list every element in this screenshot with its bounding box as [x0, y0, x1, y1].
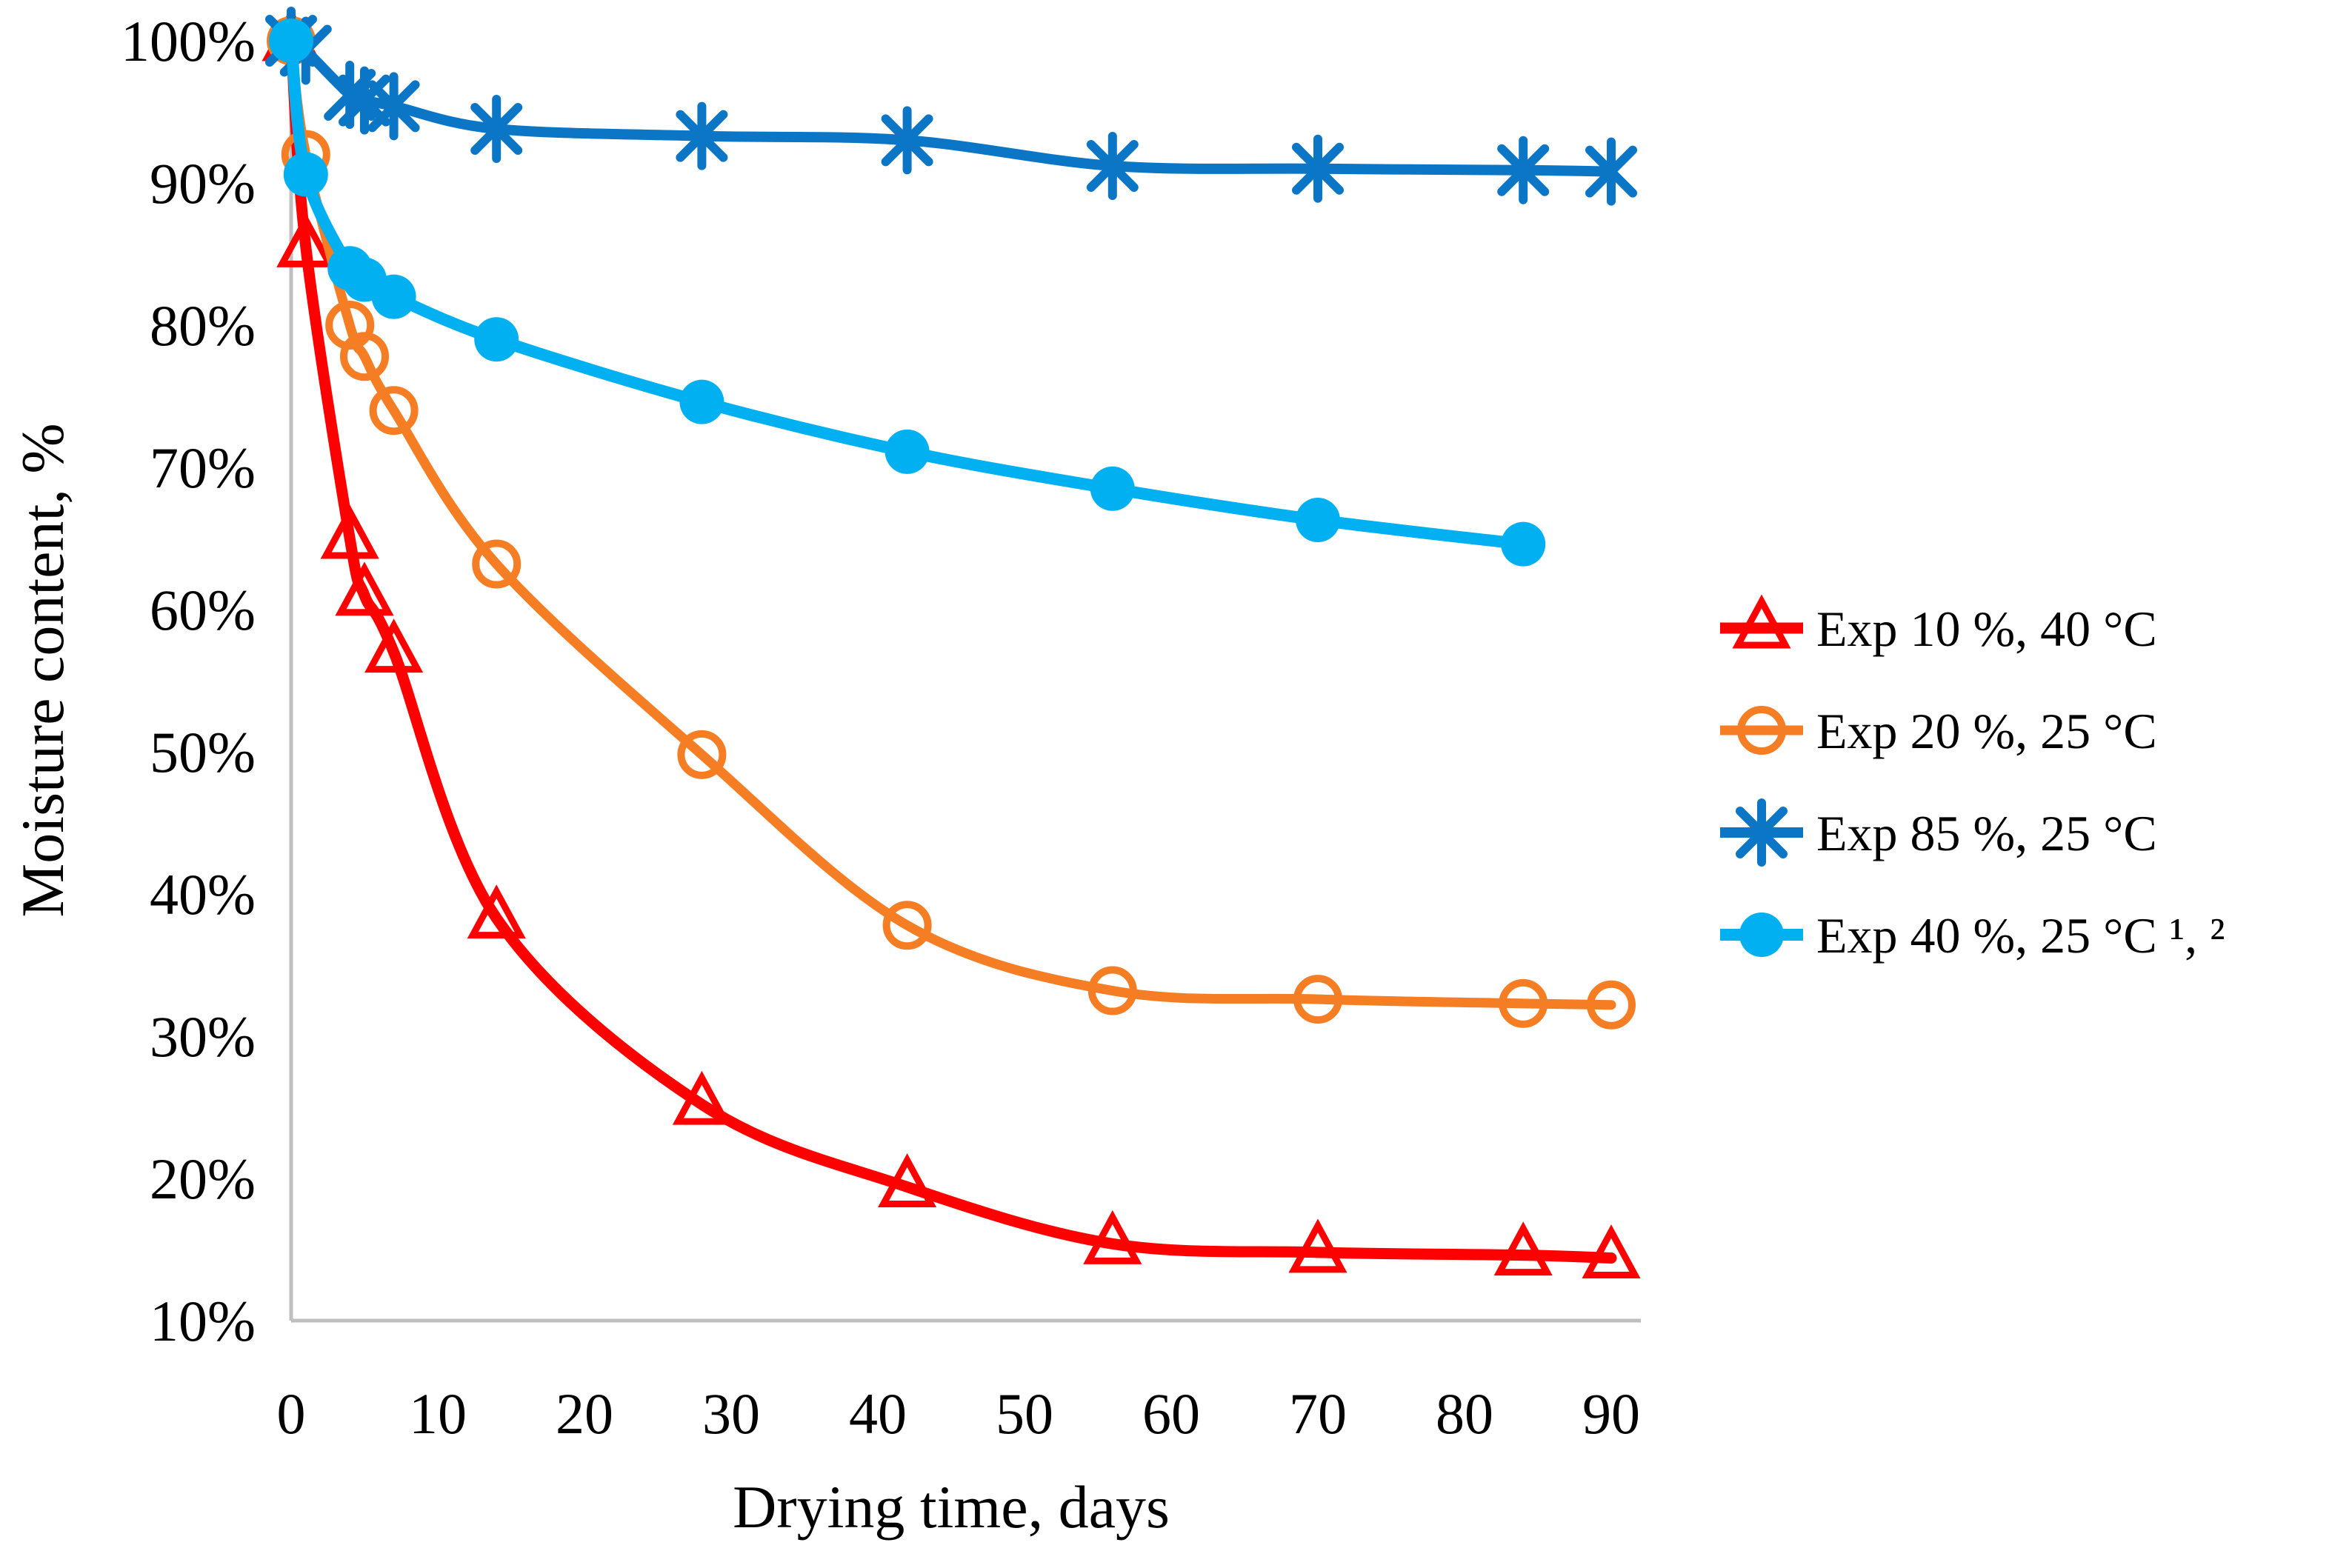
triangle-marker [276, 213, 336, 267]
asterisk-marker [1497, 136, 1550, 204]
circle-open-marker [1087, 966, 1137, 1015]
legend-label: Exp 20 %, 25 °C [1816, 703, 2157, 759]
legend-label: Exp 10 %, 40 °C [1816, 601, 2157, 657]
triangle-marker [1732, 594, 1791, 649]
circle-open-marker [340, 332, 389, 381]
triangle-marker [1083, 1210, 1142, 1264]
legend-item: Exp 85 %, 25 °C [1720, 798, 2157, 867]
x-tick-label: 30 [702, 1381, 760, 1446]
triangle-marker [672, 1070, 731, 1125]
asterisk-marker [1585, 137, 1637, 206]
legend-item: Exp 10 %, 40 °C [1720, 594, 2157, 657]
x-tick-label: 20 [556, 1381, 613, 1446]
triangle-marker [878, 1153, 937, 1208]
triangle-marker [1288, 1218, 1347, 1273]
circle-open-marker [1737, 706, 1786, 755]
triangle-marker [1493, 1221, 1553, 1276]
circle-filled-marker [1739, 913, 1784, 957]
circle-open-marker [677, 730, 727, 779]
y-tick-label: 60% [150, 578, 256, 642]
asterisk-marker [1736, 798, 1788, 867]
circle-filled-marker [371, 274, 416, 319]
circle-filled-marker [1090, 466, 1135, 511]
circle-filled-marker [885, 429, 930, 474]
circle-open-marker [472, 539, 522, 589]
circle-filled-marker [679, 379, 724, 424]
asterisk-marker [1292, 134, 1344, 203]
asterisk-marker [470, 95, 523, 164]
triangle-marker [467, 884, 526, 939]
data-series [261, 7, 1641, 1279]
x-tick-label: 10 [409, 1381, 467, 1446]
x-tick-label: 50 [996, 1381, 1053, 1446]
y-tick-label: 70% [150, 436, 256, 500]
asterisk-marker [881, 106, 933, 175]
triangle-marker [335, 561, 394, 616]
y-tick-label: 80% [150, 293, 256, 358]
y-tick-label: 100% [121, 9, 256, 73]
asterisk-marker [1086, 131, 1139, 200]
circle-filled-marker [1296, 498, 1340, 543]
y-tick-label: 40% [150, 862, 256, 927]
triangle-marker [320, 504, 379, 559]
triangle-marker [364, 618, 424, 673]
x-tick-label: 60 [1142, 1381, 1200, 1446]
legend-item: Exp 20 %, 25 °C [1720, 703, 2157, 759]
tick-labels: 100% 90% 80% 70% 60% 50% 40% 30% 20% 10% 0 10 20 30 40… [121, 9, 1640, 1446]
circle-filled-marker [474, 317, 519, 362]
circle-filled-marker [269, 19, 313, 63]
x-tick-label: 0 [277, 1381, 306, 1446]
legend-item: Exp 40 %, 25 °C ¹, ² [1720, 907, 2225, 964]
circle-open-marker [882, 901, 932, 950]
y-tick-label: 30% [150, 1004, 256, 1069]
legend-label: Exp 85 %, 25 °C [1816, 805, 2157, 861]
legend: Exp 10 %, 40 °C Exp 20 %, 25 °C Exp 85 %, … [1720, 594, 2225, 964]
series-exp-40-25-c- [269, 19, 1546, 567]
circle-filled-marker [1501, 521, 1546, 567]
y-tick-label: 10% [150, 1289, 256, 1353]
series-line [286, 36, 1616, 1010]
triangle-marker [1582, 1224, 1641, 1279]
legend-label: Exp 40 %, 25 °C ¹, ² [1816, 907, 2225, 964]
circle-open-marker [369, 386, 419, 436]
x-tick-label: 70 [1289, 1381, 1347, 1446]
asterisk-marker [367, 72, 420, 141]
x-axis-title: Drying time, days [733, 1473, 1170, 1541]
x-tick-label: 40 [849, 1381, 907, 1446]
asterisk-marker [676, 101, 728, 170]
y-tick-label: 90% [150, 151, 256, 216]
x-tick-label: 80 [1436, 1381, 1493, 1446]
series-exp-10-40-c [261, 7, 1641, 1279]
circle-open-marker [1587, 980, 1636, 1030]
series-line [285, 35, 1617, 1264]
circle-open-marker [1499, 978, 1548, 1028]
x-tick-label: 90 [1582, 1381, 1640, 1446]
y-tick-label: 20% [150, 1147, 256, 1211]
y-axis-title: Moisture content, % [9, 423, 76, 917]
y-tick-label: 50% [150, 720, 256, 784]
circle-filled-marker [283, 152, 328, 197]
circle-open-marker [1293, 975, 1342, 1024]
